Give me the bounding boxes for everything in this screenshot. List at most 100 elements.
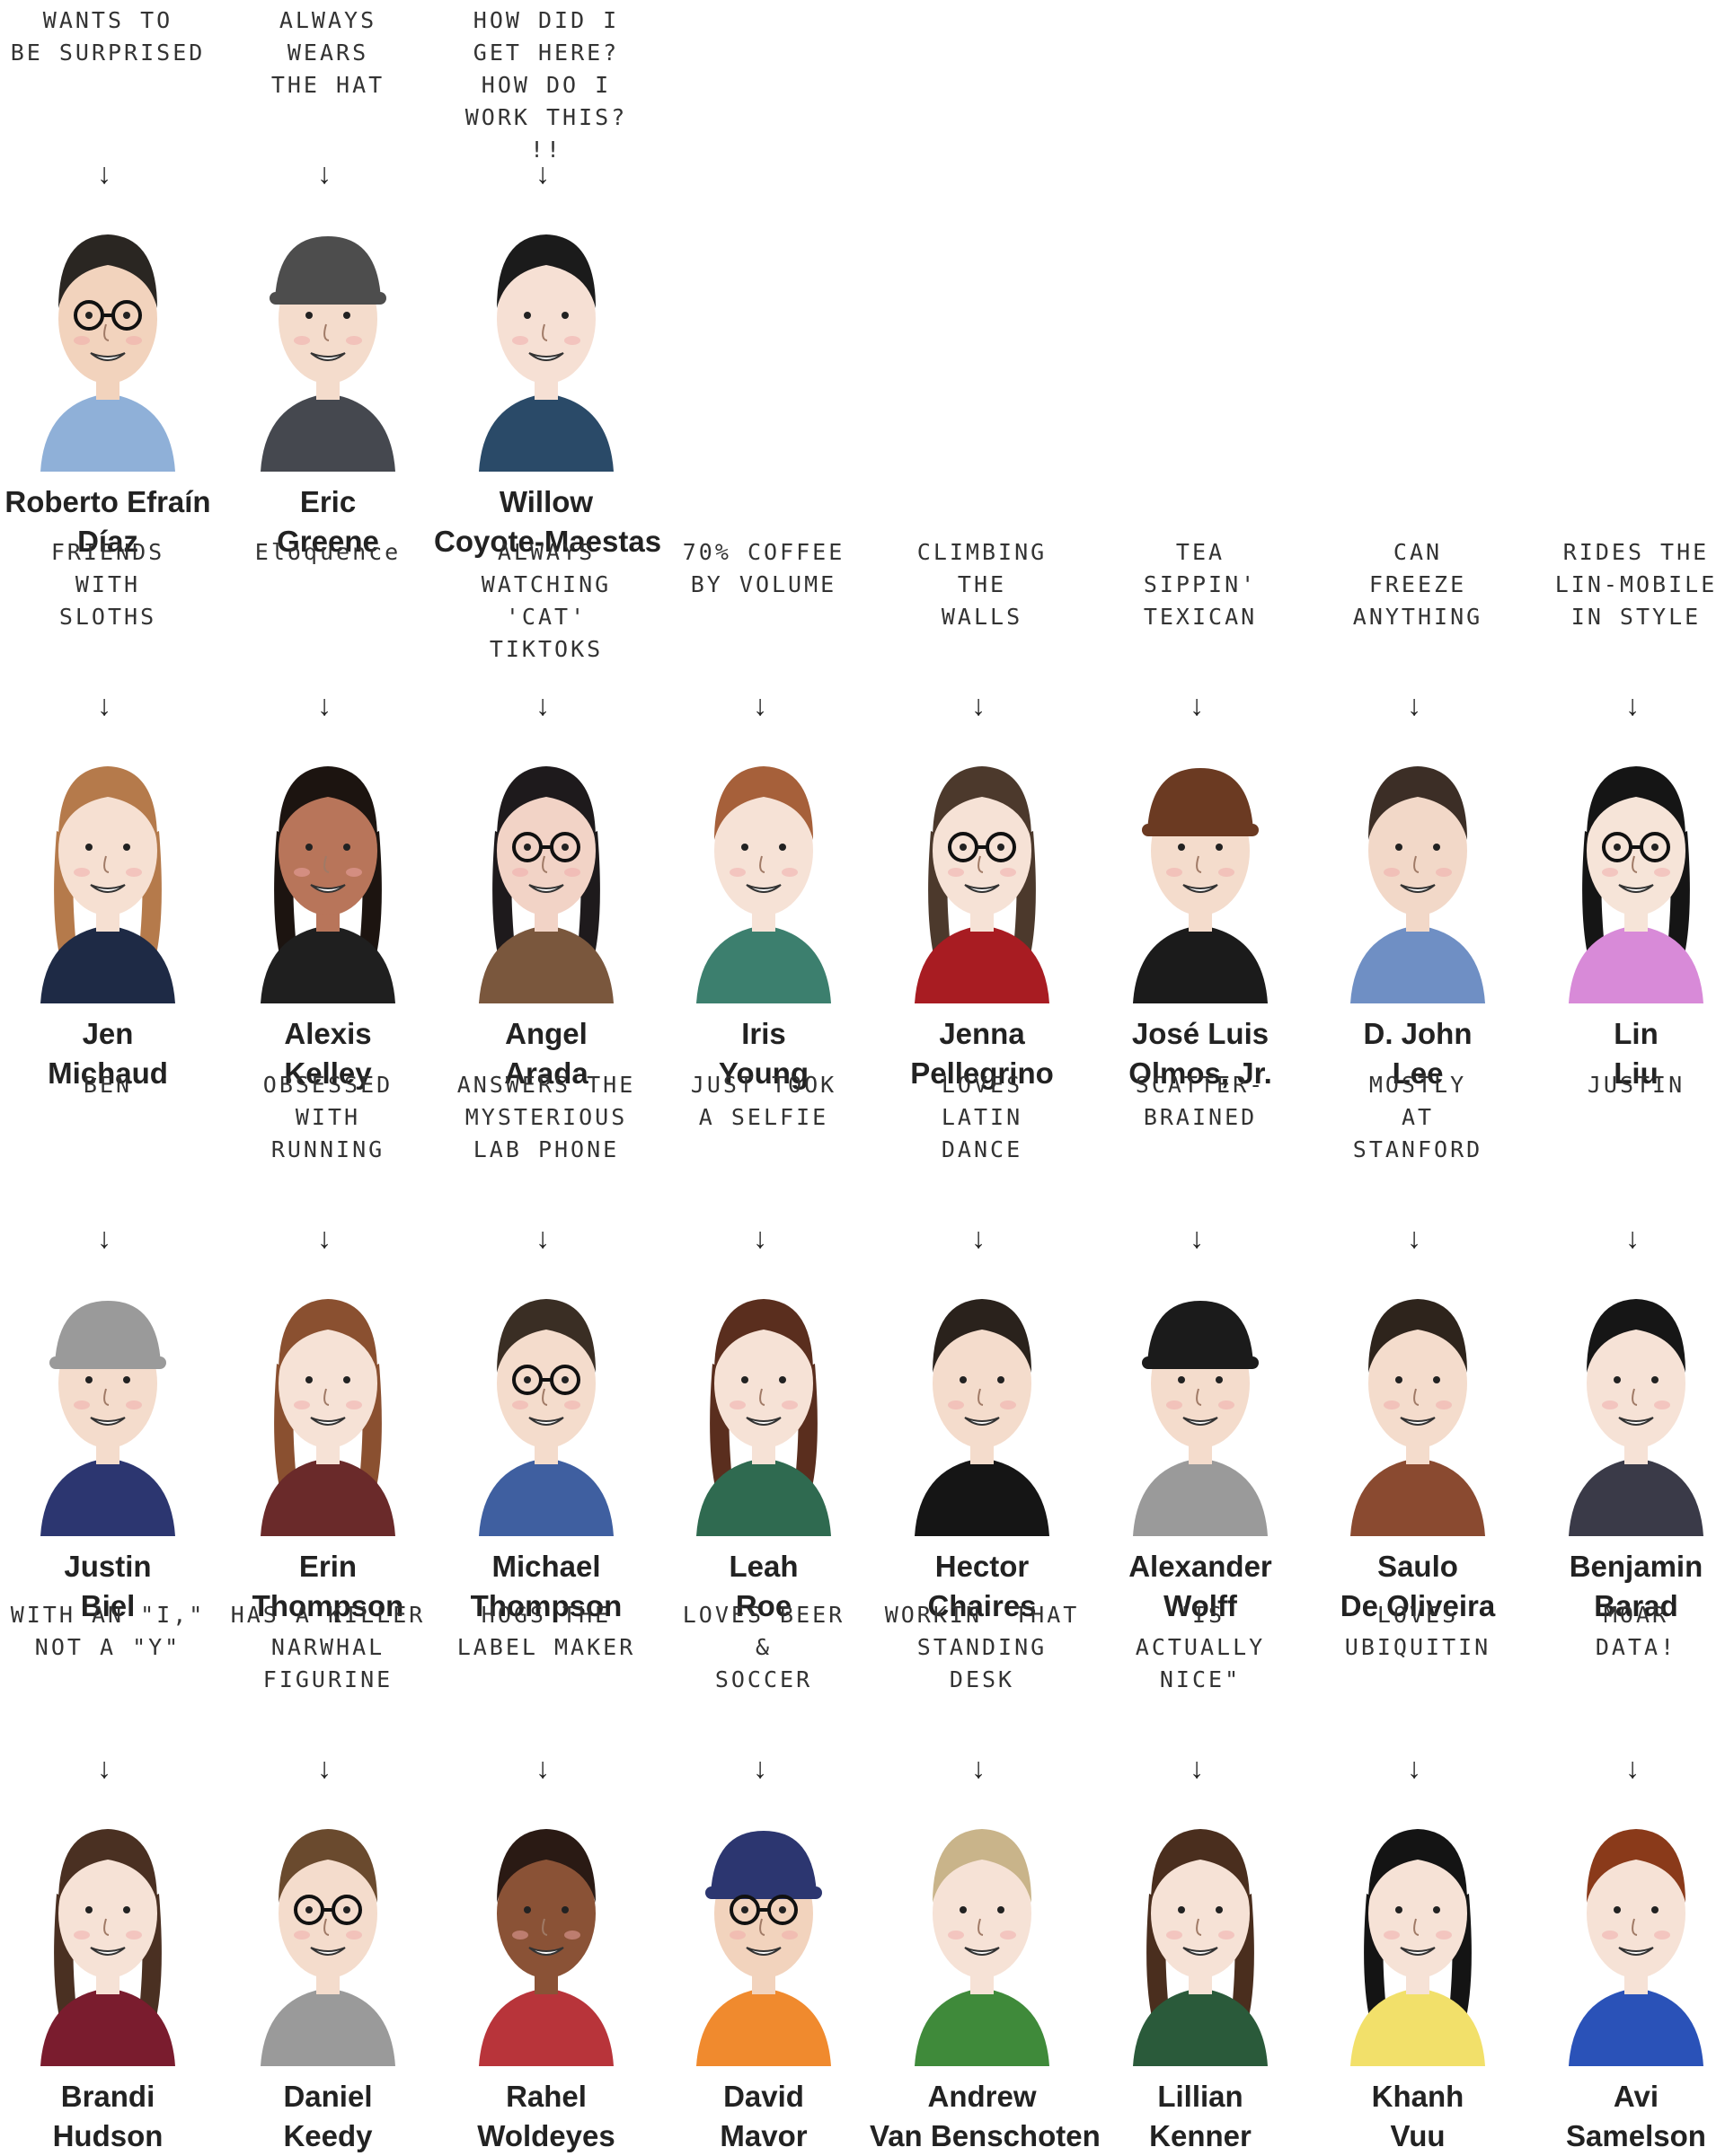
name-line-1: Eric <box>299 485 357 518</box>
caption-note: HAS A KILLER NARWHAL FIGURINE <box>230 1602 426 1692</box>
person-name: Lillian Kenner <box>1088 2077 1313 2156</box>
name-line-1: Michael <box>491 1550 601 1583</box>
portrait-illustration <box>1332 1804 1503 2066</box>
caption-note: CLIMBING THE WALLS <box>916 539 1048 630</box>
person-card-david: LOVES BEER & SOCCER ↓ David Mavor <box>660 1599 867 2152</box>
person-name: Khanh Vuu <box>1305 2077 1530 2156</box>
name-line-2: Lee <box>1392 1056 1444 1090</box>
name-line-1: José Luis <box>1131 1017 1269 1050</box>
name-line-1: Saulo <box>1377 1550 1458 1583</box>
caption-note: CAN FREEZE ANYTHING <box>1352 539 1483 630</box>
caption-note: ALWAYS WATCHING 'CAT' TIKTOKS <box>481 539 612 662</box>
person-card-avi: MOAR DATA! ↓ Avi Samelson <box>1533 1599 1725 2152</box>
portrait-illustration <box>243 1804 413 2066</box>
down-arrow-icon: ↓ <box>535 689 550 721</box>
down-arrow-icon: ↓ <box>1407 1752 1421 1784</box>
name-line-2: Barad <box>1594 1589 1678 1622</box>
person-name: Leah Roe <box>651 1547 876 1626</box>
person-name: Roberto Efraín Díaz <box>0 482 220 561</box>
person-name: Justin Biel <box>0 1547 220 1626</box>
caption-note: WITH AN "I," NOT A "Y" <box>10 1602 206 1660</box>
name-line-2: Greene <box>277 525 379 558</box>
person-card-willow: HOW DID I GET HERE? HOW DO I WORK THIS? … <box>434 4 661 558</box>
portrait-illustration <box>1551 741 1721 1003</box>
down-arrow-icon: ↓ <box>97 157 111 190</box>
name-line-1: Lillian <box>1157 2080 1243 2113</box>
person-card-iris: 70% COFFEE BY VOLUME ↓ Iris Young <box>660 536 867 1090</box>
caption-note: WANTS TO BE SURPRISED <box>10 7 206 66</box>
portrait-illustration <box>22 741 193 1003</box>
person-card-alexander: SCATTER- BRAINED ↓ Alexander Wolff <box>1097 1069 1304 1622</box>
down-arrow-icon: ↓ <box>97 689 111 721</box>
caption-note: MOSTLY AT STANFORD <box>1352 1072 1483 1162</box>
person-card-jenna: CLIMBING THE WALLS ↓ Jenna Pellegrino <box>879 536 1085 1090</box>
person-card-hector: LOVES LATIN DANCE ↓ Hector Chaires <box>879 1069 1085 1622</box>
name-line-2: Olmos, Jr. <box>1128 1056 1272 1090</box>
caption-note: MOAR DATA! <box>1595 1602 1677 1660</box>
name-line-1: D. John <box>1363 1017 1473 1050</box>
name-line-1: Rahel <box>506 2080 587 2113</box>
portrait-illustration <box>897 1274 1067 1536</box>
name-line-2: Arada <box>504 1056 588 1090</box>
name-line-1: Alexander <box>1128 1550 1272 1583</box>
name-line-1: Iris <box>741 1017 786 1050</box>
caption-note: WORKIN' THAT STANDING DESK <box>884 1602 1080 1692</box>
portrait-illustration <box>243 209 413 472</box>
portrait-illustration <box>243 741 413 1003</box>
name-line-1: Lin <box>1614 1017 1659 1050</box>
portrait-illustration <box>678 741 849 1003</box>
person-name: Brandi Hudson <box>0 2077 220 2156</box>
person-name: Lin Liu <box>1524 1014 1725 1093</box>
portrait-illustration <box>1115 741 1286 1003</box>
down-arrow-icon: ↓ <box>535 1222 550 1254</box>
person-name: Saulo De Oliveira <box>1305 1547 1530 1626</box>
person-card-alexis: Eloquence ↓ Alexis Kelley <box>225 536 431 1090</box>
name-line-2: Woldeyes <box>477 2119 615 2152</box>
person-card-jen: FRIENDS WITH SLOTHS ↓ Jen Michaud <box>4 536 211 1090</box>
person-card-roberto: WANTS TO BE SURPRISED ↓ Roberto Efraín Día… <box>4 4 211 558</box>
person-card-khanh: LOVES UBIQUITIN ↓ Khanh Vuu <box>1314 1599 1521 2152</box>
down-arrow-icon: ↓ <box>97 1752 111 1784</box>
name-line-1: Brandi <box>60 2080 155 2113</box>
portrait-illustration <box>22 209 193 472</box>
name-line-1: Erin <box>298 1550 358 1583</box>
caption-note: LOVES BEER & SOCCER <box>682 1602 845 1692</box>
caption-note: OBSESSED WITH RUNNING <box>262 1072 394 1162</box>
caption-note: "IS ACTUALLY NICE" <box>1135 1602 1266 1692</box>
person-name: Rahel Woldeyes <box>434 2077 659 2156</box>
name-line-1: Willow <box>499 485 594 518</box>
person-card-michael: ANSWERS THE MYSTERIOUS LAB PHONE ↓ Michae… <box>443 1069 650 1622</box>
down-arrow-icon: ↓ <box>317 157 332 190</box>
caption-note: HOW DID I GET HERE? HOW DO I WORK THIS? … <box>464 7 628 163</box>
name-line-1: Alexis <box>284 1017 372 1050</box>
person-name: Avi Samelson <box>1524 2077 1725 2156</box>
person-name: Iris Young <box>651 1014 876 1093</box>
name-line-1: Benjamin <box>1569 1550 1703 1583</box>
name-line-2: Mavor <box>720 2119 808 2152</box>
person-card-eric: ALWAYS WEARS THE HAT ↓ Eric Greene <box>225 4 431 558</box>
name-line-1: Justin <box>64 1550 152 1583</box>
person-name: José Luis Olmos, Jr. <box>1088 1014 1313 1093</box>
down-arrow-icon: ↓ <box>317 1752 332 1784</box>
down-arrow-icon: ↓ <box>971 1222 986 1254</box>
portrait-illustration <box>243 1274 413 1536</box>
portrait-illustration <box>1332 1274 1503 1536</box>
caption-note: FRIENDS WITH SLOTHS <box>50 539 165 630</box>
name-line-2: Thompson <box>470 1589 623 1622</box>
person-name: D. John Lee <box>1305 1014 1530 1093</box>
down-arrow-icon: ↓ <box>1625 1222 1640 1254</box>
person-card-lin: RIDES THE LIN-MOBILE IN STYLE ↓ Lin Liu <box>1533 536 1725 1090</box>
name-line-2: Biel <box>80 1589 136 1622</box>
name-line-2: Pellegrino <box>910 1056 1054 1090</box>
caption-note: HOGS THE LABEL MAKER <box>456 1602 636 1660</box>
down-arrow-icon: ↓ <box>971 689 986 721</box>
caption-note: SCATTER- BRAINED <box>1135 1072 1266 1130</box>
name-line-2: Van Benschoten <box>870 2119 1101 2152</box>
person-card-leah: JUST TOOK A SELFIE ↓ Leah Roe <box>660 1069 867 1622</box>
name-line-1: Avi <box>1613 2080 1659 2113</box>
down-arrow-icon: ↓ <box>1407 689 1421 721</box>
name-line-1: Leah <box>729 1550 799 1583</box>
person-name: Eric Greene <box>216 482 440 561</box>
portrait-illustration <box>1332 741 1503 1003</box>
portrait-illustration <box>22 1804 193 2066</box>
